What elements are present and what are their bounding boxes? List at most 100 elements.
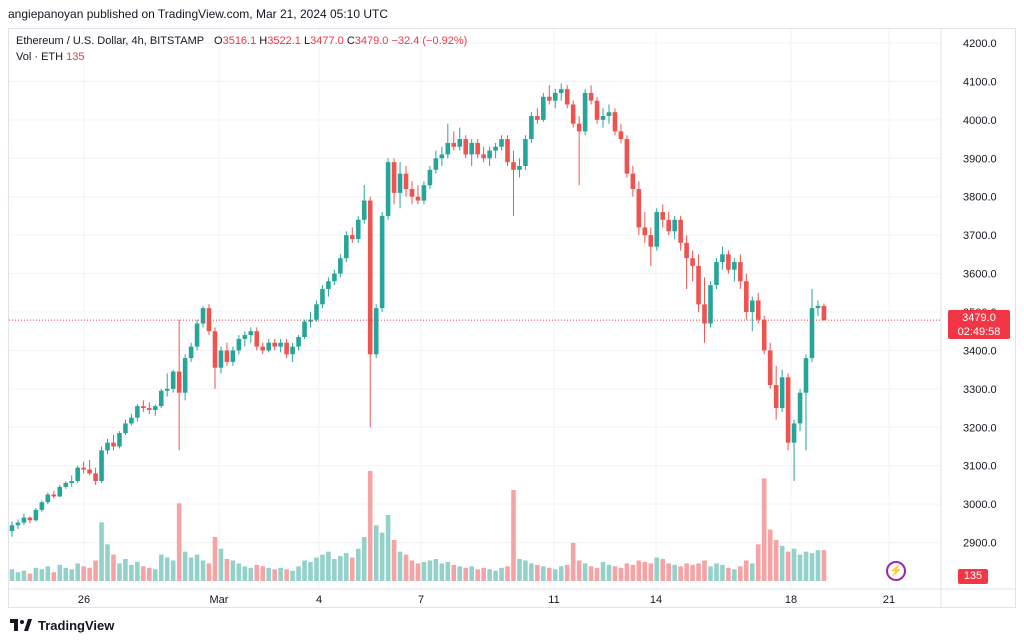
candle-body (39, 502, 45, 510)
legend-symbol[interactable]: Ethereum / U.S. Dollar, 4h, BITSTAMP (16, 35, 204, 47)
candle-body (427, 169, 433, 186)
candle-body (27, 517, 33, 521)
candle-body (75, 467, 80, 482)
candle-body (582, 92, 588, 132)
candle-body (714, 262, 719, 286)
candle-body (57, 486, 63, 497)
volume-bar (254, 564, 260, 581)
candle-body (684, 242, 689, 259)
candle-body (487, 150, 492, 159)
volume-bar (648, 563, 654, 581)
volume-bar (570, 542, 576, 581)
candle-body (188, 346, 194, 359)
volume-bar (278, 567, 283, 581)
volume-bar (600, 561, 606, 581)
candle-body (564, 89, 570, 105)
candle-body (194, 323, 200, 347)
y-tick-label: 3800.0 (963, 192, 997, 204)
volume-bar (409, 560, 415, 581)
candle-body (547, 96, 552, 101)
candle-body (176, 371, 182, 393)
volume-bar (654, 557, 660, 581)
bar-countdown: 02:49:58 (957, 326, 1001, 338)
volume-bar (564, 564, 570, 581)
volume-bar (439, 563, 445, 581)
candle-body (105, 442, 110, 451)
volume-bar (296, 566, 301, 581)
candle-body (624, 139, 630, 174)
candle-body (260, 346, 266, 351)
volume-bar (493, 570, 498, 581)
candle-body (821, 305, 827, 321)
candle-body (152, 406, 158, 410)
candle-body (738, 262, 743, 282)
volume-bar (588, 566, 594, 581)
volume-bar (176, 503, 182, 581)
candle-body (182, 358, 188, 393)
candle-body (767, 350, 773, 386)
footer-brand[interactable]: TradingView (10, 618, 114, 633)
volume-bar (39, 569, 45, 581)
candle-body (702, 304, 707, 324)
candle-body (147, 408, 152, 410)
candle-body (660, 212, 666, 220)
candle-body (636, 189, 642, 228)
chart-frame[interactable]: 2900.03000.03100.03200.03300.03400.03500… (8, 28, 1016, 608)
volume-bar (714, 563, 719, 581)
candle-body (469, 142, 474, 155)
lightning-icon[interactable]: ⚡ (886, 561, 906, 581)
volume-bar (344, 553, 349, 581)
volume-bar (618, 567, 624, 581)
candle-body (773, 385, 779, 409)
volume-bar (117, 563, 122, 581)
volume-bar (535, 564, 540, 581)
volume-bar (815, 550, 821, 581)
candle-body (367, 200, 373, 355)
volume-bar (290, 570, 295, 581)
candle-body (278, 342, 283, 347)
volume-bar (152, 569, 158, 581)
candle-body (51, 494, 57, 497)
last-price-value: 3479.0 (962, 312, 996, 324)
volume-bar (242, 566, 248, 581)
legend-vol-label[interactable]: Vol · ETH (16, 51, 64, 63)
volume-bar (182, 551, 188, 581)
y-tick-label: 3400.0 (963, 345, 997, 357)
candle-body (499, 139, 504, 147)
publisher-header: angiepanoyan published on TradingView.co… (8, 7, 388, 21)
volume-bar (75, 563, 80, 581)
candle-body (761, 319, 767, 351)
candle-body (415, 196, 421, 201)
candle-body (338, 258, 343, 274)
volume-bar (421, 561, 427, 581)
volume-bar (93, 560, 98, 581)
volume-bar (349, 557, 355, 581)
candle-body (141, 406, 146, 409)
candle-body (618, 131, 624, 140)
volume-bar (809, 553, 815, 581)
candle-body (785, 377, 791, 443)
volume-bar (720, 564, 725, 581)
volume-bar (27, 573, 33, 581)
volume-bar (385, 515, 391, 581)
y-tick-label: 4100.0 (963, 76, 997, 88)
volume-bar (355, 548, 361, 581)
last-price-badge: 3479.0 02:49:58 (948, 310, 1010, 339)
volume-bar (45, 566, 51, 581)
legend-low-label: L (303, 35, 311, 47)
volume-bar (433, 559, 439, 581)
volume-bar (188, 557, 194, 581)
candle-body (523, 139, 528, 166)
chart-canvas[interactable]: 2900.03000.03100.03200.03300.03400.03500… (9, 29, 1015, 607)
volume-bar (445, 561, 451, 581)
candle-body (21, 517, 27, 523)
volume-bar (302, 560, 307, 581)
volume-bar (332, 559, 337, 581)
volume-bar (475, 569, 480, 581)
volume-bar (403, 554, 409, 581)
legend-close-value: 3479.0 (354, 35, 389, 47)
volume-bar (773, 539, 779, 581)
candle-body (481, 154, 486, 159)
volume-bar (767, 529, 773, 581)
candle-body (272, 342, 277, 347)
